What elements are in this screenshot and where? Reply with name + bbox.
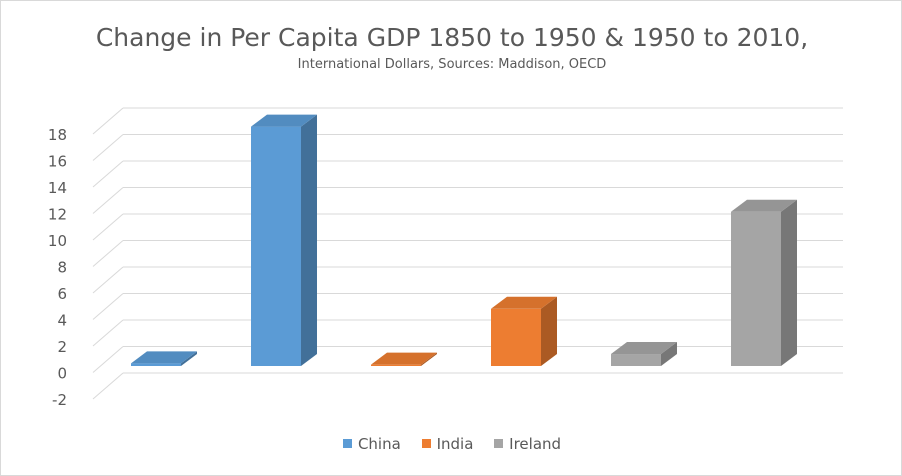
y-axis: 18 16 14 12 10 8 6 4 2 0 -2 (48, 126, 67, 409)
gridline-diag (92, 319, 124, 347)
y-tick-label: 18 (48, 126, 67, 144)
bar-side (421, 352, 437, 366)
bar-top (611, 342, 677, 355)
gridline-diag (92, 213, 124, 241)
legend-item-china: China (342, 435, 401, 453)
bar-side (181, 351, 197, 366)
legend-label: Ireland (509, 435, 562, 453)
bar-front (731, 211, 781, 366)
y-tick-label: 0 (57, 365, 67, 383)
bar-top (251, 114, 317, 127)
y-tick-label: 16 (48, 153, 67, 171)
legend-item-india: India (421, 435, 474, 453)
legend: China India Ireland (1, 435, 902, 453)
y-tick-label: 6 (57, 285, 67, 303)
y-tick-label: 2 (57, 338, 67, 356)
y-tick-label: -2 (52, 391, 67, 409)
y-tick-label: 8 (57, 259, 67, 277)
gridline-diag (92, 240, 124, 267)
y-tick-label: 4 (57, 312, 67, 330)
gridline-diag (92, 107, 124, 135)
y-tick-label: 14 (48, 179, 67, 197)
bar-ireland (611, 342, 677, 366)
bar-top (491, 296, 557, 309)
legend-swatch (421, 439, 431, 448)
bar-front (251, 126, 301, 366)
y-tick-label: 10 (48, 232, 67, 250)
bar-side (301, 114, 317, 366)
bar-top (371, 352, 437, 365)
bar-side (781, 199, 797, 366)
legend-swatch (342, 439, 352, 448)
bar-india (371, 352, 437, 366)
bar-china (251, 114, 317, 366)
bar-front (131, 363, 181, 366)
legend-label: India (436, 435, 474, 453)
y-tick-label: 12 (48, 206, 67, 224)
bar-front (611, 354, 661, 366)
chart-title: Change in Per Capita GDP 1850 to 1950 & … (95, 23, 809, 52)
bar-side (661, 342, 677, 366)
bar-front (491, 308, 541, 366)
legend-swatch (494, 439, 504, 448)
gridline-diag (92, 293, 124, 320)
bar-top (131, 351, 197, 364)
bar-side (541, 296, 557, 366)
gridline-diag (92, 134, 124, 161)
gridline-diag (92, 160, 124, 188)
bar-india (491, 296, 557, 366)
bar-front (371, 364, 421, 366)
gridlines (92, 107, 843, 400)
bars (131, 114, 797, 366)
chart-subtitle: International Dollars, Sources: Maddison… (297, 57, 607, 72)
bar-ireland (731, 199, 797, 366)
legend-item-ireland: Ireland (494, 435, 561, 453)
gridline-diag (92, 346, 124, 373)
gridline-diag (92, 187, 124, 214)
gridline-diag (92, 372, 124, 400)
bar-china (131, 351, 197, 366)
legend-label: China (357, 435, 401, 453)
bar-top (731, 199, 797, 212)
gridline-diag (92, 266, 124, 294)
